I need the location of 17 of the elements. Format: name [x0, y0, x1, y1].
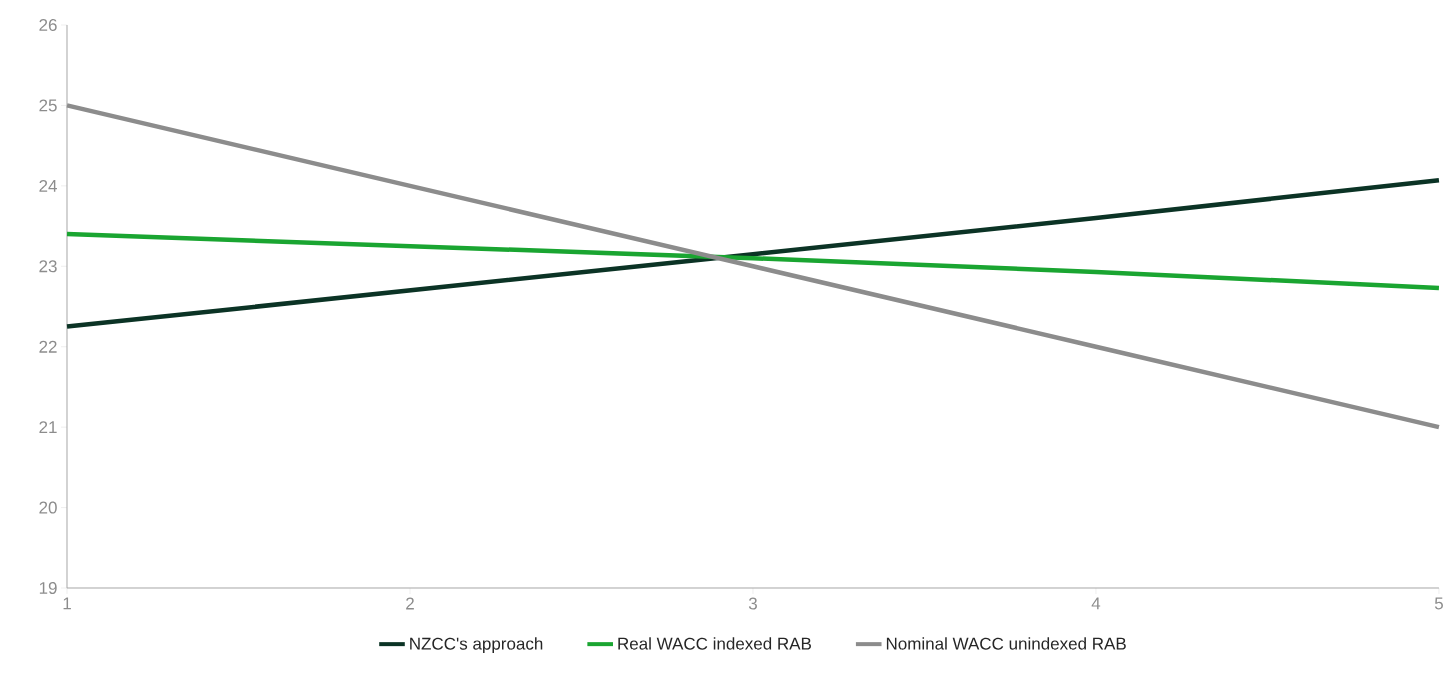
legend-label: NZCC's approach	[410, 637, 543, 654]
y-tick-label: 24	[39, 179, 57, 192]
y-tick-label: 22	[39, 340, 57, 353]
y-tick-label: 19	[39, 581, 57, 595]
legend-label: Real WACC indexed RAB	[618, 637, 811, 650]
x-tick-label: 3	[748, 597, 757, 610]
x-tick-label: 1	[63, 597, 71, 610]
legend-label: Nominal WACC unindexed RAB	[886, 637, 1126, 650]
y-tick-label: 23	[39, 260, 57, 273]
y-tick-label: 26	[39, 18, 57, 32]
y-tick-label: 20	[39, 501, 57, 514]
x-tick-label: 5	[1434, 597, 1443, 610]
y-tick-label: 21	[39, 421, 57, 434]
x-tick-label: 4	[1091, 597, 1101, 610]
x-tick-label: 2	[406, 597, 414, 610]
line-series	[64, 103, 1442, 430]
y-tick-label: 25	[39, 99, 57, 112]
